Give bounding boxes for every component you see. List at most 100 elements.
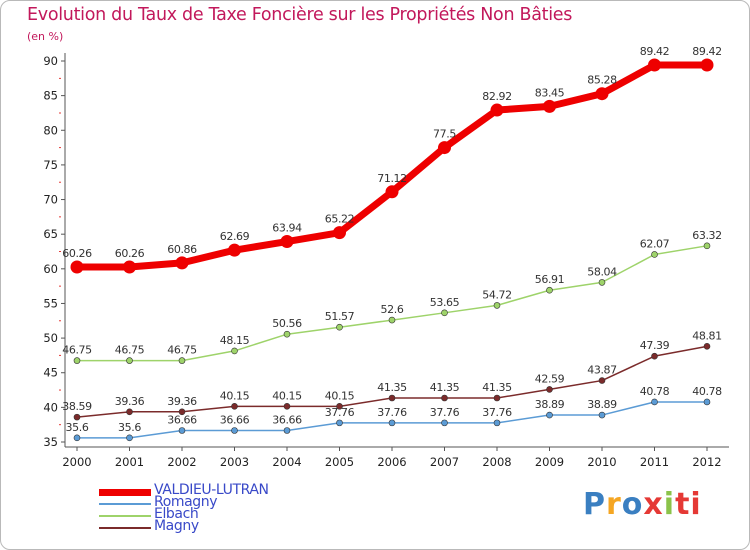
data-label: 48.15	[220, 334, 250, 347]
data-label: 65.22	[325, 213, 355, 226]
logo-letter: x	[643, 487, 664, 522]
x-tick-label: 2002	[167, 455, 196, 469]
data-label: 41.35	[377, 381, 407, 394]
y-tick-label: 65	[43, 227, 58, 241]
data-label: 48.81	[692, 329, 722, 342]
data-point	[126, 357, 133, 364]
data-point	[336, 323, 343, 331]
data-point	[543, 99, 556, 113]
legend-swatch	[99, 527, 151, 529]
data-point	[703, 343, 711, 350]
proxiti-logo: Proxiti	[583, 487, 702, 522]
x-tick-label: 2003	[220, 455, 249, 469]
data-label: 50.56	[272, 317, 302, 330]
data-label: 40.78	[640, 385, 670, 398]
data-point	[493, 394, 501, 402]
data-point	[283, 403, 291, 410]
data-point	[231, 427, 238, 434]
logo-letter: i	[663, 487, 676, 522]
data-label: 37.76	[325, 406, 355, 419]
data-label: 40.15	[272, 389, 302, 402]
data-point	[175, 256, 189, 270]
data-point	[283, 427, 291, 434]
data-label: 46.75	[167, 344, 197, 357]
data-point	[73, 434, 81, 442]
data-label: 63.32	[692, 229, 722, 242]
data-label: 39.36	[115, 395, 145, 408]
legend-item: Romagny	[99, 494, 359, 511]
logo-letter: t	[675, 487, 691, 522]
data-label: 58.04	[587, 265, 617, 278]
data-label: 36.66	[220, 414, 250, 427]
data-point	[126, 434, 133, 442]
data-point	[648, 58, 661, 72]
data-label: 89.42	[640, 45, 670, 58]
data-point	[178, 408, 186, 416]
data-label: 60.26	[62, 247, 92, 260]
legend-item: Magny	[99, 518, 359, 535]
data-point	[333, 226, 346, 240]
x-tick-label: 2001	[115, 455, 144, 469]
y-tick-label: 60	[43, 262, 58, 276]
series-line-valdieu-lutran	[73, 61, 711, 271]
data-point	[385, 185, 399, 199]
y-tick-label: 35	[43, 435, 58, 449]
data-point	[595, 87, 609, 101]
data-point	[441, 309, 448, 317]
x-tick-label: 2008	[482, 455, 511, 469]
data-label: 46.75	[62, 344, 92, 357]
chart-subtitle: (en %)	[27, 30, 64, 43]
data-label: 71.12	[377, 172, 407, 185]
data-point	[178, 357, 186, 364]
logo-letter: o	[621, 487, 644, 522]
y-tick-label: 90	[43, 54, 58, 68]
data-label: 85.28	[587, 74, 617, 87]
data-point	[336, 403, 343, 410]
data-label: 83.45	[535, 86, 565, 99]
x-tick-label: 2004	[272, 455, 301, 469]
data-label: 40.78	[692, 385, 722, 398]
data-point	[546, 286, 553, 294]
data-label: 60.86	[167, 243, 197, 256]
data-point	[73, 413, 81, 421]
x-tick-label: 2007	[430, 455, 459, 469]
data-label: 40.15	[325, 389, 355, 402]
line-chart: 35 40 45 50 55 60 65 70 75 80 85 90 2000 2001 2002 2003…	[43, 45, 729, 469]
data-point	[283, 330, 291, 338]
data-point	[651, 251, 658, 258]
data-point	[546, 411, 553, 419]
data-point	[493, 302, 501, 309]
x-tick-label: 2010	[587, 455, 616, 469]
data-point	[73, 357, 81, 364]
y-tick-label: 80	[43, 123, 58, 137]
y-tick-label: 75	[43, 158, 58, 172]
data-label: 53.65	[430, 296, 460, 309]
legend-swatch	[99, 515, 151, 517]
data-label: 41.35	[482, 381, 512, 394]
data-label: 35.6	[118, 421, 141, 434]
data-label: 42.59	[535, 372, 565, 385]
data-point	[438, 141, 451, 155]
logo-letter: i	[690, 487, 702, 522]
data-label: 46.75	[115, 344, 145, 357]
data-point	[123, 260, 136, 274]
data-label: 37.76	[482, 406, 512, 419]
data-label: 38.59	[62, 400, 92, 413]
data-label: 36.66	[272, 414, 302, 427]
data-point	[546, 386, 553, 393]
data-point	[126, 408, 133, 416]
data-point	[336, 419, 343, 427]
data-label: 39.36	[167, 395, 197, 408]
legend-swatch	[99, 503, 151, 505]
data-point	[598, 377, 606, 384]
data-label: 77.5	[433, 128, 456, 141]
legend-item: VALDIEU-LUTRAN	[99, 482, 359, 499]
data-label: 47.39	[640, 339, 670, 352]
data-point	[280, 235, 294, 249]
data-label: 36.66	[167, 414, 197, 427]
x-tick-label: 2011	[640, 455, 669, 469]
data-label: 41.35	[430, 381, 460, 394]
data-point	[388, 394, 396, 402]
y-tick-label: 45	[43, 366, 58, 380]
data-label: 52.6	[381, 303, 404, 316]
